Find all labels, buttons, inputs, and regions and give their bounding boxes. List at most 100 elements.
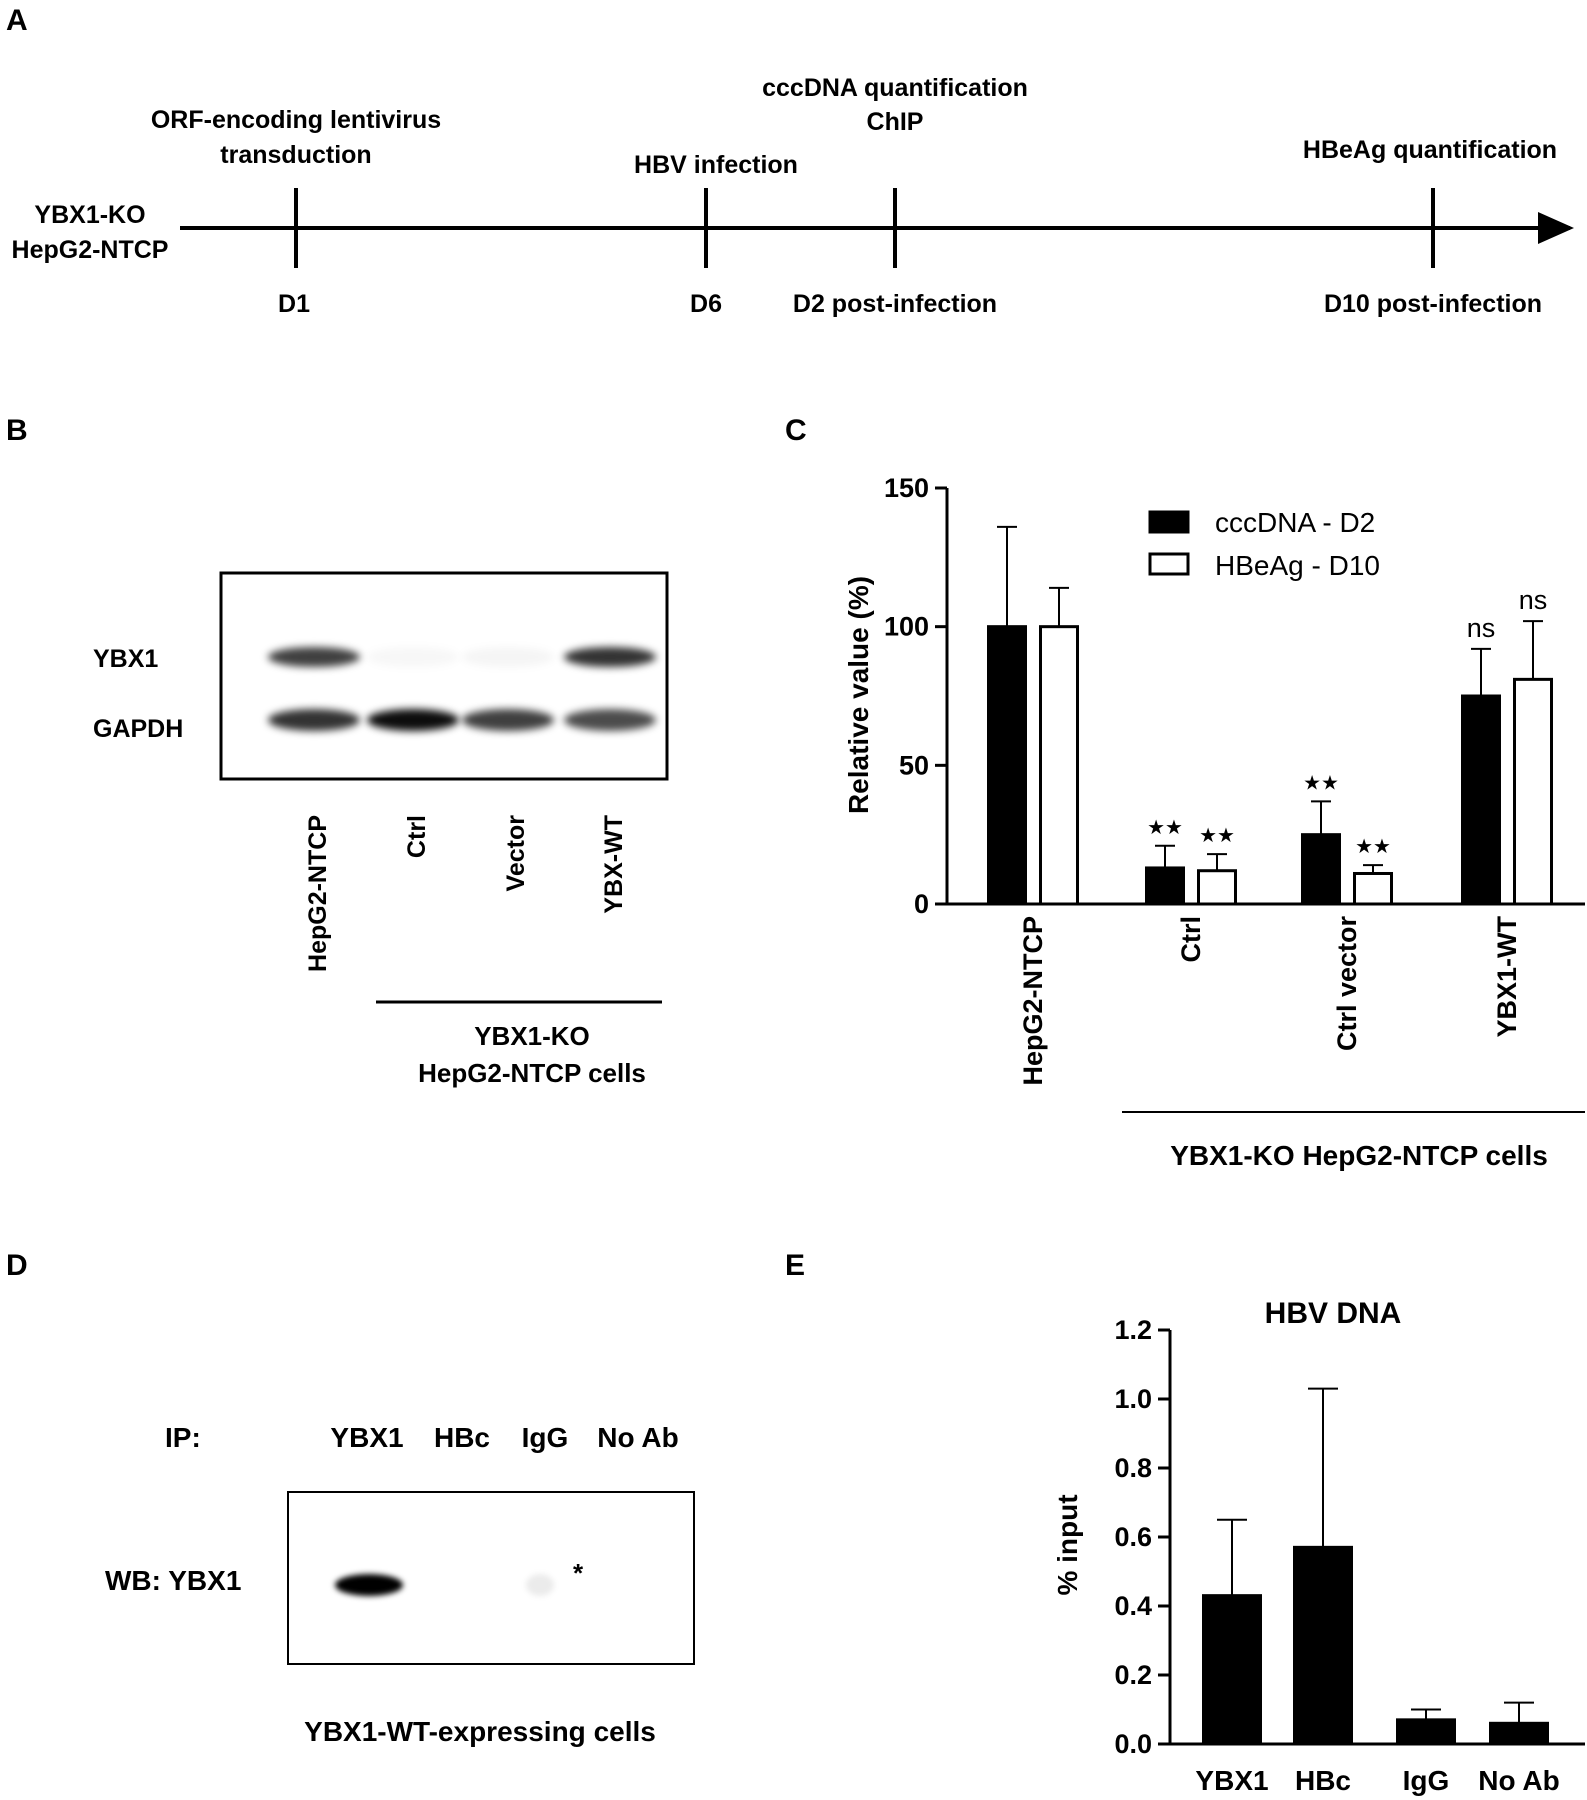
blot-d-caption: YBX1-WT-expressing cells	[304, 1716, 656, 1747]
blot-b-group-label-2: HepG2-NTCP cells	[418, 1058, 646, 1088]
legend-label-hbeag: HBeAg - D10	[1215, 550, 1380, 581]
blot-d-lane-igg: IgG	[522, 1422, 569, 1453]
chart-c-ylabel: Relative value (%)	[843, 576, 874, 814]
timeline-event-cccdna: cccDNA quantification	[762, 74, 1028, 102]
blot-b-group-label: YBX1-KO	[474, 1021, 590, 1051]
blot-b-membrane	[219, 571, 669, 781]
bar	[987, 625, 1027, 906]
blot-b-lane-vector: Vector	[502, 815, 530, 892]
significance-label: ns	[1519, 585, 1548, 615]
chart-relative-value: Relative value (%) 0 50 100 150 ★★ ★★ ★★ ★★ nsn…	[843, 473, 1585, 1171]
timeline-start-label-2: HepG2-NTCP	[12, 236, 169, 264]
blot-b-band-gapdh	[367, 709, 459, 731]
significance-label: ★★	[1147, 817, 1183, 839]
x-tick-label: Ctrl	[1176, 916, 1206, 963]
x-tick-label: No Ab	[1478, 1765, 1559, 1796]
bar	[1513, 677, 1553, 906]
blot-d-band	[335, 1574, 403, 1596]
bar	[1039, 625, 1079, 906]
chart-e-title: HBV DNA	[1265, 1297, 1402, 1330]
timeline-day-d1: D1	[278, 290, 310, 318]
bar	[1145, 866, 1185, 906]
timeline-event-chip: ChIP	[867, 108, 924, 136]
bar	[1202, 1594, 1262, 1746]
y-tick-label: 0.8	[1114, 1453, 1152, 1483]
timeline-day-d2pi: D2 post-infection	[793, 290, 997, 318]
chart-c-x-labels: HepG2-NTCP Ctrl Ctrl vector YBX1-WT	[1018, 915, 1522, 1085]
chart-e-ylabel: % input	[1052, 1494, 1083, 1595]
x-tick-label: YBX1-WT	[1492, 915, 1522, 1037]
blot-b-band-ybx1	[462, 647, 554, 667]
legend-label-cccdna: cccDNA - D2	[1215, 507, 1375, 538]
timeline-event-infection: HBV infection	[634, 151, 798, 179]
x-tick-label: HepG2-NTCP	[1018, 916, 1048, 1086]
bar	[1489, 1721, 1549, 1746]
blot-d-asterisk: *	[573, 1558, 584, 1588]
legend-swatch-hbeag	[1148, 552, 1190, 576]
blot-b-band-ybx1	[564, 647, 656, 667]
blot-b-lane-ctrl: Ctrl	[403, 815, 431, 858]
timeline-event-hbeag: HBeAg quantification	[1303, 136, 1557, 164]
blot-b-band-gapdh	[268, 709, 360, 731]
blot-d-row-label: WB: YBX1	[105, 1565, 241, 1596]
timeline: YBX1-KO HepG2-NTCP ORF-encoding lentivir…	[12, 74, 1574, 318]
blot-b-lane-ybxwt: YBX-WT	[600, 815, 628, 914]
bar	[1197, 869, 1237, 906]
y-tick-label: 1.0	[1114, 1384, 1152, 1414]
x-tick-label: IgG	[1403, 1765, 1450, 1796]
blot-d: IP: YBX1 HBc IgG No Ab WB: YBX1 * YBX1-W…	[105, 1422, 695, 1747]
x-tick-label: Ctrl vector	[1332, 916, 1362, 1052]
significance-label: ★★	[1355, 836, 1391, 858]
bar	[1461, 694, 1501, 906]
panel-label-a: A	[6, 4, 28, 37]
timeline-event-transduction: ORF-encoding lentivirus	[151, 106, 441, 134]
panel-label-b: B	[6, 414, 28, 447]
y-tick-label: 150	[884, 473, 929, 503]
blot-b-band-gapdh	[564, 709, 656, 731]
blot-d-band	[526, 1574, 554, 1596]
panel-label-e: E	[785, 1249, 805, 1282]
x-tick-label: HBc	[1295, 1765, 1351, 1796]
significance-label: ★★	[1303, 772, 1339, 794]
blot-d-ip-label: IP:	[165, 1422, 201, 1453]
blot-d-lane-noab: No Ab	[597, 1422, 678, 1453]
panel-label-c: C	[785, 414, 807, 447]
blot-d-lane-hbc: HBc	[434, 1422, 490, 1453]
blot-b-band-ybx1	[367, 647, 459, 667]
timeline-day-d10pi: D10 post-infection	[1324, 290, 1542, 318]
y-tick-label: 0	[914, 889, 929, 919]
blot-b-lane-hepg2: HepG2-NTCP	[304, 815, 332, 972]
blot-b: YBX1 GAPDH HepG2-NTCP Ctrl Vector YBX-WT…	[93, 571, 669, 1088]
blot-b-band-gapdh	[462, 709, 554, 731]
significance-label: ns	[1467, 613, 1496, 643]
blot-b-bands	[268, 647, 656, 731]
chart-e-bars	[1202, 1387, 1549, 1746]
bar	[1353, 871, 1393, 906]
y-tick-label: 0.6	[1114, 1522, 1152, 1552]
y-tick-label: 0.2	[1114, 1660, 1152, 1690]
y-tick-label: 50	[899, 750, 929, 780]
y-tick-label: 0.4	[1114, 1591, 1152, 1621]
y-tick-label: 1.2	[1114, 1315, 1152, 1345]
legend-swatch-cccdna	[1148, 510, 1190, 534]
bar	[1396, 1718, 1456, 1746]
timeline-start-label: YBX1-KO	[34, 201, 145, 229]
blot-b-band-ybx1	[268, 647, 360, 667]
blot-b-row-gapdh: GAPDH	[93, 715, 183, 743]
chart-hbv-dna: HBV DNA % input 0.0 0.2 0.4 0.6 0.8 1.0 1.2 YB…	[1052, 1297, 1585, 1796]
chart-e-x-labels: YBX1 HBc IgG No Ab	[1195, 1765, 1559, 1796]
timeline-day-d6: D6	[690, 290, 722, 318]
chart-c-group-label: YBX1-KO HepG2-NTCP cells	[1170, 1140, 1548, 1171]
panel-label-d: D	[6, 1249, 28, 1282]
bar	[1293, 1545, 1353, 1746]
bar	[1301, 833, 1341, 906]
blot-d-bands	[335, 1574, 554, 1596]
y-tick-label: 0.0	[1114, 1729, 1152, 1759]
significance-label: ★★	[1199, 825, 1235, 847]
x-tick-label: YBX1	[1195, 1765, 1268, 1796]
chart-c-legend: cccDNA - D2 HBeAg - D10	[1148, 507, 1380, 581]
timeline-event-transduction-2: transduction	[220, 141, 371, 169]
blot-b-row-ybx1: YBX1	[93, 645, 158, 673]
